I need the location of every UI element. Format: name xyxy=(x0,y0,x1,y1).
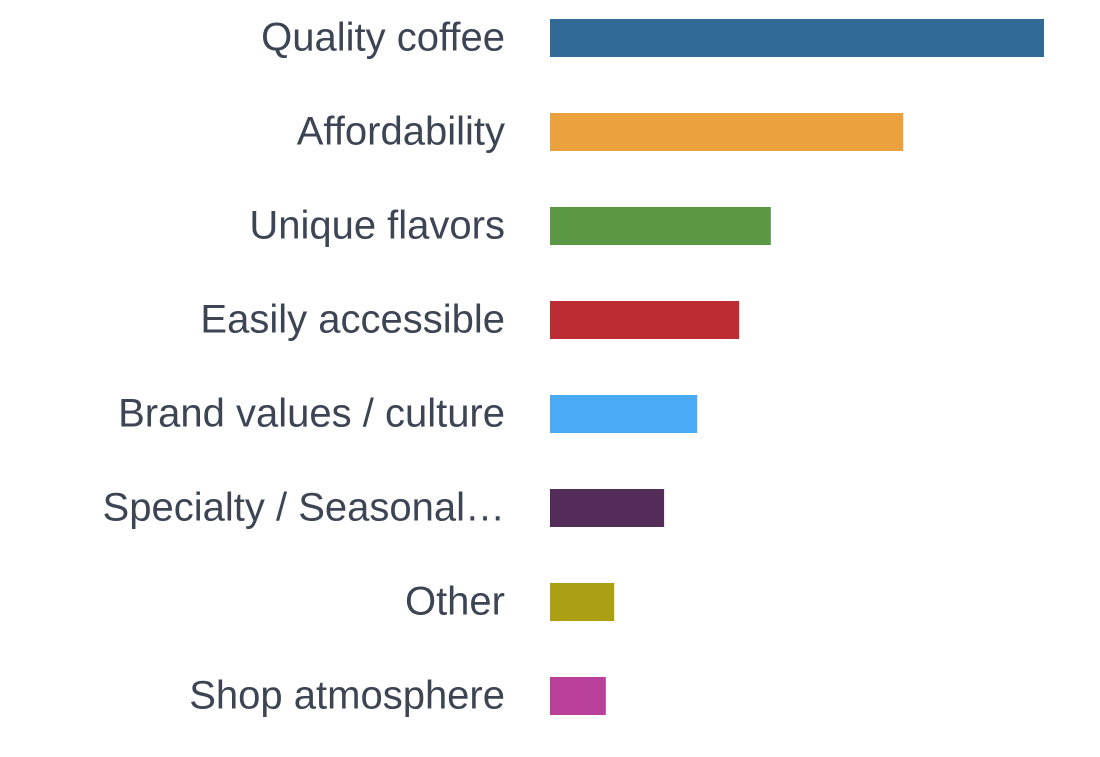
bar xyxy=(550,301,740,339)
category-label: Easily accessible xyxy=(200,298,505,342)
bar xyxy=(550,583,615,621)
category-label: Other xyxy=(405,580,505,624)
category-label: Shop atmosphere xyxy=(189,674,505,718)
bar xyxy=(550,677,606,715)
category-label: Unique flavors xyxy=(249,204,505,248)
bar xyxy=(550,489,665,527)
category-label: Affordability xyxy=(297,110,505,154)
category-label: Specialty / Seasonal… xyxy=(103,486,505,530)
bar xyxy=(550,395,698,433)
bar xyxy=(550,207,771,245)
category-label: Quality coffee xyxy=(261,16,505,60)
bar xyxy=(550,19,1044,57)
bar xyxy=(550,113,904,151)
category-label: Brand values / culture xyxy=(118,392,505,436)
